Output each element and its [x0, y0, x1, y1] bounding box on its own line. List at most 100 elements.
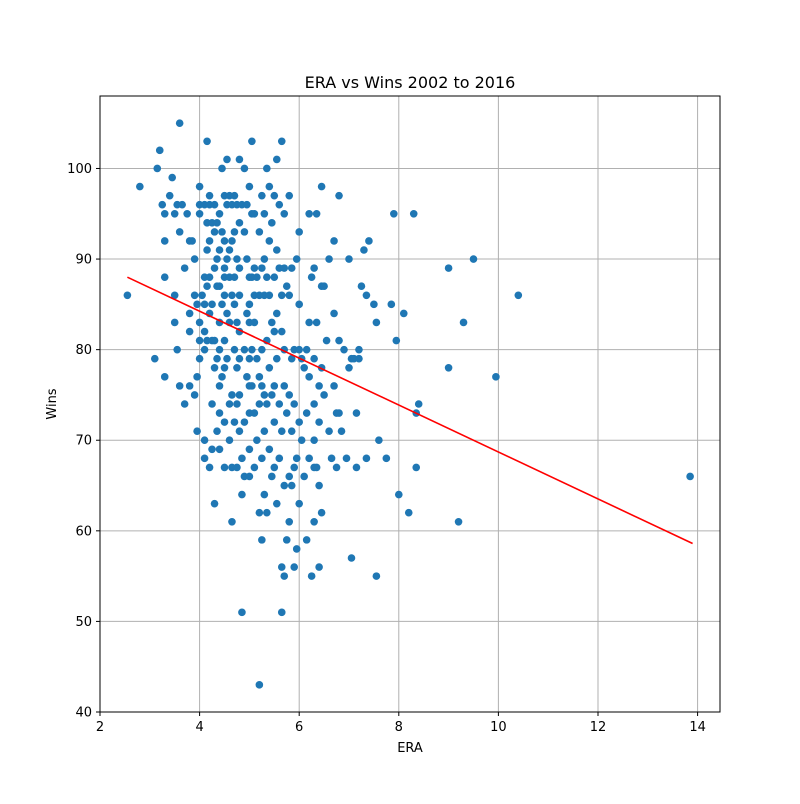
data-point	[297, 436, 306, 445]
x-tick-label: 14	[689, 720, 706, 735]
data-point	[215, 345, 224, 354]
data-point	[203, 137, 211, 146]
data-point	[220, 336, 229, 345]
data-point	[223, 155, 231, 164]
data-point	[245, 300, 254, 309]
data-point	[220, 264, 229, 272]
data-point	[307, 572, 316, 580]
data-point	[282, 282, 291, 291]
data-point	[230, 418, 239, 426]
data-point	[258, 536, 266, 544]
data-point	[160, 373, 169, 381]
data-point	[492, 373, 500, 381]
data-point	[213, 427, 221, 435]
data-point	[175, 119, 184, 127]
data-point	[469, 255, 478, 263]
data-point	[340, 345, 348, 354]
data-point	[245, 472, 254, 481]
data-point	[230, 191, 239, 200]
data-point	[150, 354, 159, 363]
data-point	[315, 418, 323, 426]
data-point	[233, 318, 241, 327]
data-point	[190, 255, 199, 263]
data-point	[223, 309, 231, 318]
data-point	[277, 327, 286, 336]
data-point	[444, 363, 453, 372]
data-point	[357, 282, 366, 291]
data-point	[290, 563, 299, 571]
data-point	[404, 508, 413, 517]
x-tick-label: 10	[490, 720, 507, 735]
data-point	[220, 418, 229, 426]
data-point	[444, 264, 453, 272]
data-point	[270, 418, 279, 426]
data-point	[235, 219, 244, 227]
data-point	[225, 246, 234, 254]
data-point	[208, 400, 216, 408]
data-point	[277, 291, 286, 300]
data-point	[210, 499, 219, 508]
data-point	[185, 327, 194, 336]
data-point	[310, 517, 318, 526]
data-point	[165, 191, 174, 200]
data-point	[459, 318, 468, 327]
data-point	[200, 454, 209, 463]
data-point	[195, 354, 204, 363]
data-point	[218, 300, 226, 309]
data-point	[270, 463, 279, 472]
data-point	[153, 164, 162, 173]
data-point	[372, 572, 381, 580]
data-point	[272, 246, 281, 254]
data-point	[345, 363, 353, 372]
data-point	[170, 291, 179, 300]
data-point	[233, 400, 241, 408]
data-point	[330, 382, 338, 390]
data-point	[355, 345, 363, 354]
data-point	[258, 345, 266, 354]
data-point	[280, 572, 289, 580]
data-point	[372, 318, 381, 327]
data-point	[250, 409, 259, 417]
data-point	[335, 409, 343, 417]
data-point	[295, 345, 303, 354]
data-point	[268, 391, 276, 399]
data-point	[225, 400, 234, 408]
data-point	[160, 209, 169, 218]
data-point	[205, 463, 214, 472]
data-point	[272, 155, 281, 164]
data-point	[215, 409, 224, 417]
y-tick-label: 90	[75, 253, 92, 268]
data-point	[327, 454, 336, 463]
data-point	[312, 318, 321, 327]
data-point	[352, 409, 361, 417]
data-point	[258, 454, 266, 463]
data-point	[263, 508, 271, 517]
data-point	[277, 608, 286, 617]
data-point	[292, 545, 301, 553]
data-point	[282, 409, 291, 417]
data-point	[280, 382, 289, 390]
y-tick-label: 50	[75, 615, 92, 630]
data-point	[230, 228, 239, 236]
data-point	[223, 354, 231, 363]
data-point	[686, 472, 694, 481]
data-point	[268, 472, 276, 481]
data-point	[394, 490, 403, 499]
data-point	[200, 436, 209, 445]
plot-frame	[99, 95, 721, 713]
data-point	[240, 228, 249, 236]
data-point	[275, 454, 284, 463]
data-point	[195, 318, 204, 327]
data-point	[270, 191, 279, 200]
data-point	[345, 255, 353, 263]
data-point	[255, 228, 264, 236]
data-point	[175, 382, 184, 390]
data-point	[265, 182, 274, 191]
data-point	[188, 237, 196, 245]
data-point	[205, 237, 214, 245]
data-point	[248, 137, 256, 146]
data-point	[265, 291, 274, 300]
data-point	[272, 499, 281, 508]
